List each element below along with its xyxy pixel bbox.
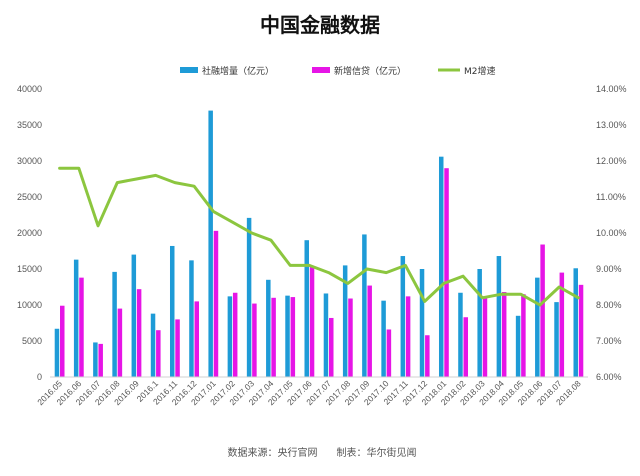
bar-social-financing [477, 269, 482, 377]
bar-social-financing [381, 300, 386, 377]
bar-new-loans [79, 277, 84, 377]
y-left-tick-label: 10000 [17, 300, 42, 310]
bar-social-financing [438, 156, 444, 377]
legend-swatch-new-loans [312, 67, 330, 73]
bar-new-loans [98, 343, 103, 377]
bar-social-financing [573, 268, 578, 377]
bar-new-loans [329, 317, 334, 377]
bar-new-loans [444, 168, 449, 377]
bar-new-loans [482, 296, 488, 377]
bar-social-financing [285, 295, 290, 377]
legend: 社融增量（亿元） 新增信贷（亿元） M2增速 [180, 65, 496, 77]
bar-social-financing [323, 293, 329, 377]
y-right-tick-label: 9.00% [596, 264, 622, 274]
y-right-tick-label: 7.00% [596, 336, 622, 346]
bar-new-loans [232, 292, 238, 377]
bar-new-loans [136, 289, 142, 377]
chart-title: 中国金融数据 [260, 13, 380, 37]
y-right-tick-label: 11.00% [596, 192, 626, 202]
legend-label-social-financing: 社融增量（亿元） [202, 65, 274, 77]
bar-new-loans [463, 317, 469, 377]
bar-new-loans [559, 272, 565, 377]
y-axis-right: 6.00% 7.00% 8.00% 9.00% 10.00% 11.00% 12.00% 13… [596, 84, 627, 382]
bar-new-loans [425, 335, 430, 377]
bar-social-financing [496, 256, 502, 377]
bar-social-financing [266, 279, 271, 377]
y-right-tick-label: 6.00% [596, 372, 622, 382]
bar-new-loans [386, 329, 392, 377]
bar-new-loans [175, 319, 180, 377]
bar-new-loans [367, 285, 372, 377]
bar-social-financing [554, 302, 559, 377]
legend-swatch-social-financing [180, 67, 198, 73]
source-note: 数据来源：央行官网 制表：华尔街见闻 [227, 446, 416, 459]
y-left-tick-label: 40000 [17, 84, 42, 94]
bar-social-financing [419, 269, 425, 377]
bar-new-loans [540, 244, 545, 377]
y-left-tick-label: 30000 [17, 156, 42, 166]
bar-social-financing [458, 292, 463, 377]
y-left-tick-label: 35000 [17, 120, 42, 130]
bar-new-loans [271, 297, 276, 377]
bar-social-financing [400, 256, 406, 377]
bar-social-financing [150, 313, 156, 377]
bar-social-financing [342, 265, 348, 377]
y-right-tick-label: 13.00% [596, 120, 627, 130]
bar-new-loans [578, 284, 584, 377]
bar-social-financing [112, 271, 117, 377]
y-left-tick-label: 5000 [22, 336, 42, 346]
bar-new-loans [309, 266, 315, 377]
bar-new-loans [60, 305, 65, 377]
bar-social-financing [515, 315, 521, 377]
bar-social-financing [362, 234, 367, 377]
bar-social-financing [304, 240, 309, 377]
bar-new-loans [156, 330, 161, 377]
line-m2-growth [58, 166, 580, 307]
bar-social-financing [73, 259, 79, 377]
bar-new-loans [213, 230, 219, 377]
y-left-tick-label: 0 [37, 372, 42, 382]
y-left-tick-label: 25000 [17, 192, 42, 202]
bar-social-financing [189, 260, 194, 377]
y-right-tick-label: 8.00% [596, 300, 622, 310]
bar-social-financing [227, 296, 233, 377]
bar-new-loans [290, 297, 296, 377]
bar-new-loans [117, 308, 123, 377]
y-axis-left: 0 5000 10000 15000 20000 25000 30000 35000 40000 [17, 84, 42, 382]
bar-new-loans [405, 296, 411, 377]
bars [54, 110, 584, 377]
y-right-tick-label: 10.00% [596, 228, 627, 238]
bar-social-financing [131, 254, 137, 377]
x-axis: 2016.052016.062016.072016.082016.092016.… [35, 378, 583, 407]
bar-social-financing [54, 328, 60, 377]
legend-label-new-loans: 新增信贷（亿元） [334, 65, 406, 77]
y-left-tick-label: 20000 [17, 228, 42, 238]
bar-new-loans [501, 292, 507, 377]
bar-new-loans [252, 303, 257, 377]
bar-new-loans [348, 298, 353, 377]
legend-label-m2-growth: M2增速 [464, 65, 496, 77]
bar-social-financing [93, 342, 98, 377]
bar-social-financing [208, 110, 213, 377]
bar-social-financing [169, 245, 175, 377]
bar-new-loans [194, 301, 200, 377]
bar-new-loans [521, 294, 526, 377]
bar-social-financing [246, 217, 252, 377]
bar-social-financing [535, 277, 540, 377]
y-right-tick-label: 14.00% [596, 84, 627, 94]
m2-line-layer [58, 166, 580, 307]
y-right-tick-label: 12.00% [596, 156, 627, 166]
y-left-tick-label: 15000 [17, 264, 42, 274]
